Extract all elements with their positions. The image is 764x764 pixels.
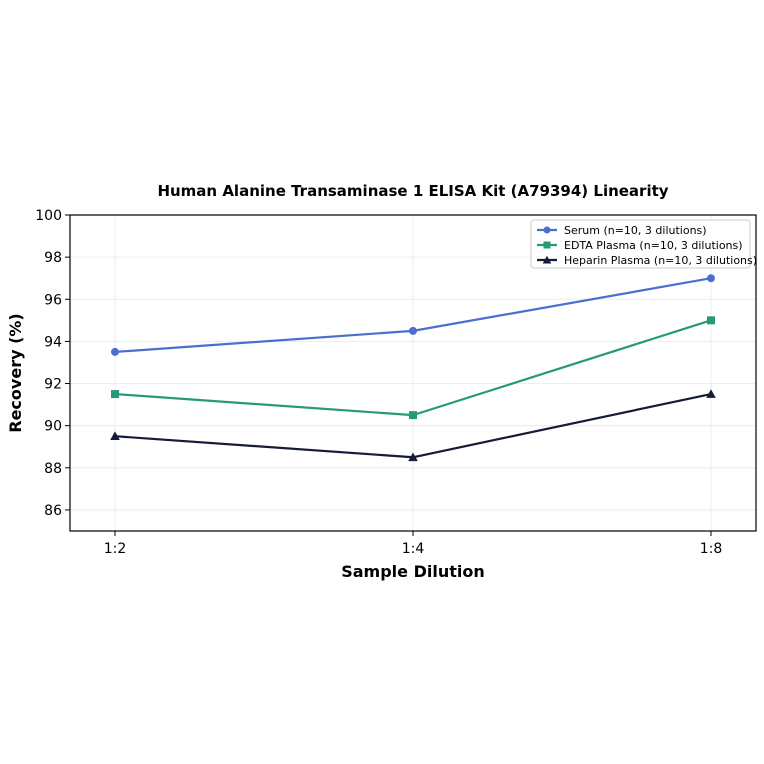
y-tick-label: 90 — [44, 419, 62, 435]
series-square — [111, 316, 715, 420]
x-tick-label: 1:4 — [402, 541, 425, 557]
y-tick-label: 96 — [44, 292, 62, 308]
chart-title: Human Alanine Transaminase 1 ELISA Kit (… — [157, 182, 668, 200]
data-point-square — [409, 411, 417, 420]
data-series — [110, 274, 716, 462]
data-point-square — [543, 241, 551, 249]
chart-legend: Serum (n=10, 3 dilutions) EDTA Plasma (n=… — [530, 219, 757, 269]
legend-label: Heparin Plasma (n=10, 3 dilutions) — [564, 254, 757, 267]
y-tick-label: 86 — [44, 503, 62, 519]
legend-box — [530, 219, 751, 269]
data-point-circle — [111, 347, 119, 356]
data-point-triangle — [110, 431, 120, 441]
data-point-circle — [409, 326, 417, 335]
data-point-triangle — [706, 389, 716, 398]
data-point-square — [111, 390, 119, 399]
data-point-circle — [543, 226, 551, 234]
data-point-triangle — [408, 452, 418, 462]
data-point-triangle — [542, 255, 552, 264]
legend-label: Serum (n=10, 3 dilutions) — [564, 224, 707, 237]
y-tick-label: 88 — [44, 461, 62, 477]
axis-ticks: 86 88 90 92 94 96 98 100 1:2 1:4 1:8 — [35, 208, 722, 557]
x-axis-label: Sample Dilution — [341, 562, 485, 581]
x-tick-label: 1:2 — [104, 541, 127, 557]
y-tick-label: 98 — [44, 250, 62, 266]
y-tick-label: 92 — [44, 377, 62, 393]
y-axis-label: Recovery (%) — [6, 313, 25, 432]
y-tick-label: 94 — [44, 334, 62, 350]
series-triangle — [110, 389, 716, 462]
data-point-circle — [707, 274, 715, 283]
series-circle — [111, 274, 715, 356]
x-tick-label: 1:8 — [700, 541, 723, 557]
y-tick-label: 100 — [35, 208, 62, 224]
data-point-square — [707, 316, 715, 325]
legend-label: EDTA Plasma (n=10, 3 dilutions) — [564, 239, 743, 252]
